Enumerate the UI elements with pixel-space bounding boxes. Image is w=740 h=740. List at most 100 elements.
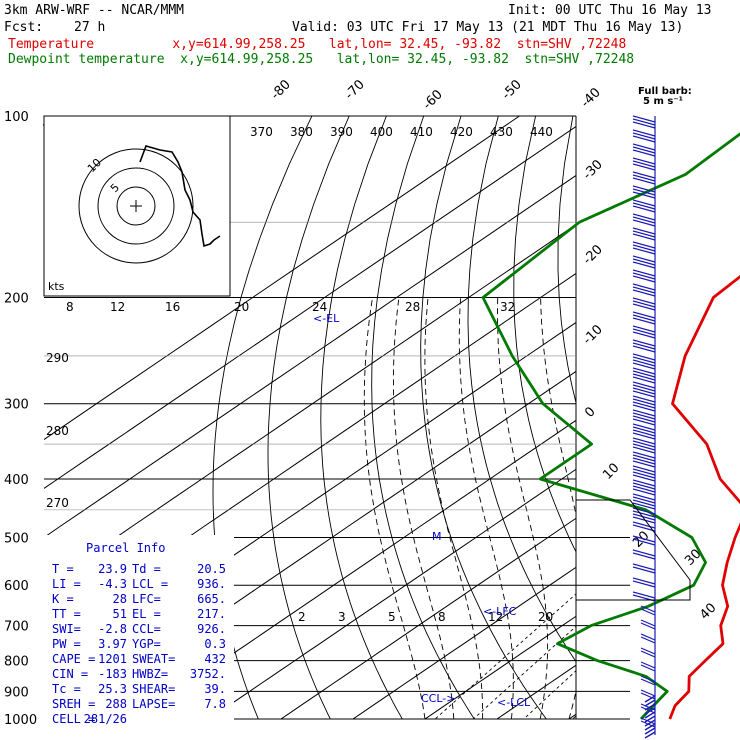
isotherm-line (352, 566, 576, 719)
wind-barb (632, 297, 656, 305)
wind-barb (632, 202, 656, 210)
parcel-label: Td = (132, 562, 161, 576)
parcel-value: 20.5 (197, 562, 226, 576)
parcel-value: 432 (204, 652, 226, 666)
pressure-label: 1000 (4, 713, 37, 728)
wind-barb (632, 387, 656, 395)
wind-barb (632, 331, 656, 339)
pressure-label: 600 (4, 579, 29, 594)
wind-barbs (576, 115, 691, 739)
speed-label: 32 (500, 300, 515, 314)
theta-labels: 370 380 390 400 410 420 430 440 (250, 125, 553, 139)
wind-barb (632, 146, 656, 154)
wind-barb (644, 723, 656, 731)
valid-time: Valid: 03 UTC Fri 17 May 13 (21 MDT Thu … (292, 20, 684, 35)
wind-barb (632, 177, 656, 185)
wind-barb (632, 451, 656, 459)
wind-barb (632, 219, 656, 227)
wind-barb (632, 143, 656, 151)
wind-barb (632, 255, 656, 263)
wind-barb (632, 289, 656, 297)
mixing-ratio-labels: 2 3 5 8 12 20 (298, 610, 553, 624)
wind-barb (640, 678, 656, 686)
dry-adiabat-line (513, 116, 576, 553)
wind-barb (632, 261, 656, 269)
pressure-tick-labels: 100 200 300 400 500 600 700 800 900 1000 (4, 110, 37, 728)
pressure-label: 300 (4, 398, 29, 413)
wind-barb (644, 715, 656, 723)
speed-label: 24 (312, 300, 327, 314)
isotherm-label: -10 (580, 322, 606, 348)
mixing-ratio-label: 3 (338, 610, 346, 624)
parcel-value: -2.8 (98, 622, 127, 636)
mixing-ratio-label: 2 (298, 610, 306, 624)
parcel-label: TT = (52, 607, 81, 621)
lower-frame (576, 499, 691, 601)
wind-barb (632, 171, 656, 179)
wind-barb (632, 580, 656, 588)
parcel-label: Tc = (52, 682, 81, 696)
isotherm-line (713, 116, 740, 719)
wind-barb (632, 446, 656, 454)
wind-barb (632, 499, 656, 507)
wind-barb (632, 339, 656, 347)
wind-barb (644, 699, 656, 707)
wind-barb (632, 275, 656, 283)
wind-barb (632, 577, 656, 585)
mixing-ratio-label: 20 (538, 610, 553, 624)
parcel-value: -4.3 (98, 577, 127, 591)
parcel-label: LI = (52, 577, 81, 591)
isotherm-line (641, 116, 740, 719)
parcel-value: 7.8 (204, 697, 226, 711)
moist-adiabat-line (424, 297, 484, 719)
wind-barb (632, 479, 656, 487)
wind-barb (632, 129, 656, 137)
theta-label: 390 (330, 125, 353, 139)
moist-adiabat-line (713, 298, 740, 720)
wind-barb (632, 390, 656, 398)
parcel-label: HWBZ= (132, 667, 168, 681)
isotherm-label: -80 (268, 77, 294, 103)
theta-label: 420 (450, 125, 473, 139)
wind-barb (640, 636, 656, 644)
pressure-label: 900 (4, 685, 29, 700)
parcel-value: 3.97 (98, 637, 127, 651)
wind-barb (632, 496, 656, 504)
parcel-value: -183 (98, 667, 127, 681)
wind-barb (632, 552, 656, 560)
isotherm-line (424, 615, 576, 719)
isotherm-label: 0 (582, 404, 598, 420)
wind-barb (632, 244, 656, 252)
pressure-label: 200 (4, 292, 29, 307)
dry-adiabat-line (267, 116, 350, 719)
isotherm-label: -60 (420, 87, 446, 113)
theta-label: 440 (530, 125, 553, 139)
isotherm-label: -30 (580, 157, 606, 183)
wind-barb (632, 149, 656, 157)
barb-legend-line1: Full barb: (638, 86, 692, 97)
wind-barb (632, 269, 656, 277)
speed-label: 12 (110, 300, 125, 314)
wind-barb (632, 325, 656, 333)
wind-barb (632, 303, 656, 311)
isotherm-label: 40 (697, 601, 719, 623)
parcel-value: 25.3 (98, 682, 127, 696)
speed-label: 16 (165, 300, 180, 314)
wind-barb (640, 689, 656, 697)
wind-barb (632, 395, 656, 403)
wind-barb (632, 188, 656, 196)
isotherm-label: -50 (499, 77, 525, 103)
wind-barb (632, 468, 656, 476)
wind-barb (640, 661, 656, 669)
wind-barb (640, 619, 656, 627)
parcel-label: EL = (132, 607, 161, 621)
wind-barb (632, 423, 656, 431)
wind-barb (632, 191, 656, 199)
wind-barb (632, 384, 656, 392)
wind-barb (640, 664, 656, 672)
temperature-legend: Temperature x,y=614.99,258.25 lat,lon= 3… (8, 37, 627, 52)
wind-barb (632, 381, 656, 389)
wind-barb (632, 524, 656, 532)
parcel-label: T = (52, 562, 74, 576)
